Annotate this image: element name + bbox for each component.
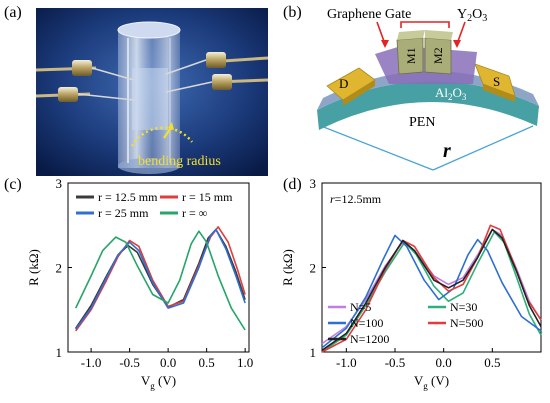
graphene-gate-label: Graphene Gate [327,7,411,22]
legend-label: N=1200 [350,332,389,346]
bending-setup-photo: bending radius [36,8,268,176]
drain-label: D [339,76,348,91]
device-schematic: Graphene Gate Y2O3 M1 M2 D S Al2O3 PEN r [317,7,539,171]
legend-label: N=5 [350,300,371,314]
x-axis-label: Vg (V) [414,373,449,391]
radius-label: r [443,140,451,162]
x-axis-label: Vg (V) [141,373,176,391]
series-line [75,226,246,332]
series-line [75,228,246,329]
gate-m1-top [397,30,425,40]
legend-label: N=100 [350,316,383,330]
legend-label: N=500 [450,316,483,330]
x-tick-label: 0.0 [160,355,176,370]
legend-label: r = ∞ [182,206,207,220]
y-tick-label: 1 [310,345,317,360]
plot-frame-d [321,182,542,353]
y-axis-label: R (kΩ) [26,249,41,286]
series-line [321,224,542,353]
legend-label: N=30 [450,300,477,314]
x-tick-label: -1.0 [336,355,357,370]
series-line [321,228,542,351]
x-tick-label: 0.5 [484,355,500,370]
x-tick-label: -1.0 [81,355,102,370]
source-electrode-side [483,84,515,102]
pen-layer [317,80,539,130]
panel-a-label: (a) [4,4,22,21]
y-tick-label: 2 [310,261,317,276]
x-tick-label: -0.5 [385,355,406,370]
y-tick-label: 3 [310,176,317,191]
panel-d-label: (d) [283,176,302,193]
legend-label: r = 12.5 mm [98,190,158,204]
y-tick-label: 3 [56,176,63,191]
gate-m2-top [425,30,453,40]
x-tick-label: 1.0 [237,355,253,370]
series-line [74,230,246,331]
gate-arrow-head [381,40,389,48]
x-tick-label: -0.5 [119,355,140,370]
y-axis-label: R (kΩ) [280,249,295,286]
panel-c-label: (c) [4,176,22,193]
gate-bracket [400,21,450,28]
radius-annotation: r=12.5mm [330,192,382,206]
radius-line-left [320,125,434,171]
chart-d: -1.0 -0.5 0.0 0.5 1 2 3 R (kΩ) Vg (V) N=5 N=30 N=10… [280,176,542,391]
series-line [321,228,542,345]
plot-frame-c [67,182,250,353]
radius-line-right [432,125,534,171]
m2-label: M2 [431,47,445,64]
gate-m1 [396,37,424,75]
drain-electrode-side [343,80,375,106]
panel-b-label: (b) [283,4,302,21]
y-tick-label: 1 [56,345,63,360]
series-line [321,231,542,353]
bending-radius-label: bending radius [138,154,221,169]
legend-label: r = 15 mm [182,190,233,204]
legend-label: r = 25 mm [98,206,149,220]
series-line [75,228,246,330]
y2o3-arrow-head [453,40,461,48]
series-line [321,234,542,349]
m1-label: M1 [404,47,418,64]
chart-c: -1.0 -0.5 0.0 0.5 1.0 1 2 3 R (kΩ) Vg (V) r = 12.5… [26,176,253,391]
source-label: S [493,74,500,89]
al2o3-label: Al2O3 [435,85,467,102]
x-tick-label: 0.0 [436,355,452,370]
pen-label: PEN [409,115,435,130]
y2o3-label: Y2O3 [457,7,487,24]
x-tick-label: 0.5 [199,355,215,370]
y-tick-label: 2 [56,261,63,276]
